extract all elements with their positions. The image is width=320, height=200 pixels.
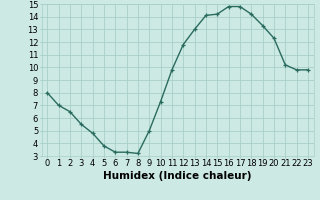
X-axis label: Humidex (Indice chaleur): Humidex (Indice chaleur) (103, 171, 252, 181)
